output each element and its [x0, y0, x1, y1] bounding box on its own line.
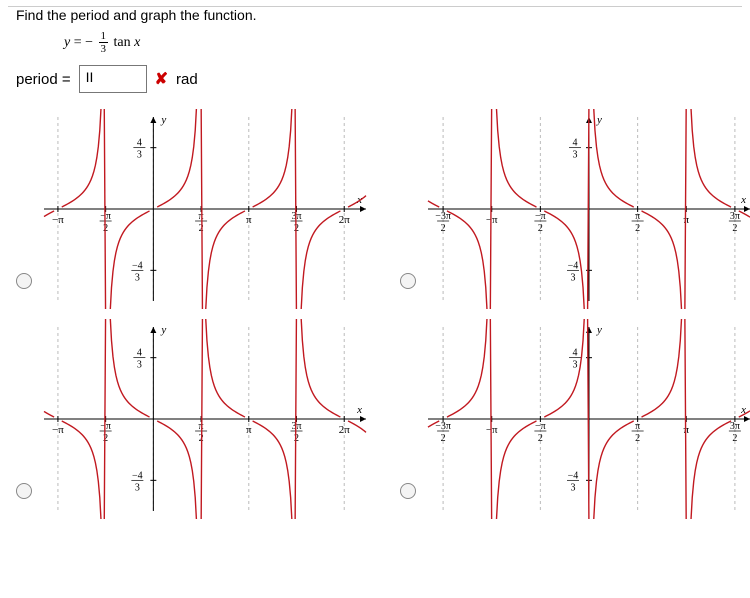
option-C[interactable]: y43−43x−π−π2π2π3π22π	[16, 319, 370, 519]
svg-text:−4: −4	[568, 260, 579, 271]
svg-text:−4: −4	[132, 470, 143, 481]
svg-text:3: 3	[137, 360, 142, 371]
svg-text:π: π	[635, 421, 640, 432]
svg-text:x: x	[740, 194, 746, 206]
option-D[interactable]: y43−43x−3π2−π−π2π2π3π2	[400, 319, 750, 519]
wrong-icon: ✘	[155, 69, 168, 89]
svg-text:2π: 2π	[339, 214, 351, 226]
svg-text:3: 3	[571, 482, 576, 493]
svg-text:y: y	[160, 114, 166, 126]
radio-icon[interactable]	[16, 483, 32, 499]
svg-text:−π: −π	[486, 214, 498, 226]
svg-text:−3π: −3π	[435, 421, 451, 432]
svg-text:2: 2	[635, 433, 640, 444]
radio-icon[interactable]	[400, 483, 416, 499]
svg-text:3: 3	[135, 482, 140, 493]
svg-text:−π: −π	[52, 424, 64, 436]
svg-text:−3π: −3π	[435, 211, 451, 222]
svg-text:y: y	[596, 114, 602, 126]
radio-icon[interactable]	[400, 273, 416, 289]
svg-text:2: 2	[441, 223, 446, 234]
svg-text:4: 4	[137, 138, 142, 149]
svg-text:x: x	[356, 404, 362, 416]
svg-text:3: 3	[571, 272, 576, 283]
svg-text:−4: −4	[132, 260, 143, 271]
option-B[interactable]: y43−43x−3π2−π−π2π2π3π2	[400, 109, 750, 309]
svg-text:y: y	[160, 324, 166, 336]
svg-text:2: 2	[732, 433, 737, 444]
svg-text:y: y	[596, 324, 602, 336]
svg-text:π: π	[246, 214, 252, 226]
svg-text:−π: −π	[100, 421, 111, 432]
svg-text:3π: 3π	[730, 211, 740, 222]
svg-text:−4: −4	[568, 470, 579, 481]
svg-text:−π: −π	[486, 424, 498, 436]
svg-text:4: 4	[573, 138, 578, 149]
svg-text:3π: 3π	[730, 421, 740, 432]
svg-text:2: 2	[732, 223, 737, 234]
svg-text:2: 2	[635, 223, 640, 234]
period-label: period =	[16, 71, 71, 88]
option-A[interactable]: y43−43x−π−π2π2π3π22π	[16, 109, 370, 309]
graph-options: y43−43x−π−π2π2π3π22π y43−43x−3π2−π−π2π2π…	[16, 103, 734, 525]
svg-text:3: 3	[573, 150, 578, 161]
unit-label: rad	[176, 71, 198, 88]
svg-text:2: 2	[294, 433, 299, 444]
svg-text:3π: 3π	[291, 421, 301, 432]
svg-text:−π: −π	[52, 214, 64, 226]
svg-text:π: π	[199, 211, 204, 222]
svg-text:π: π	[635, 211, 640, 222]
svg-text:2: 2	[538, 223, 543, 234]
svg-text:−π: −π	[535, 421, 546, 432]
question-text: Find the period and graph the function.	[16, 7, 734, 23]
svg-text:2: 2	[441, 433, 446, 444]
svg-text:4: 4	[137, 348, 142, 359]
svg-text:3: 3	[573, 360, 578, 371]
svg-text:2: 2	[199, 223, 204, 234]
radio-icon[interactable]	[16, 273, 32, 289]
svg-text:3: 3	[137, 150, 142, 161]
svg-text:π: π	[683, 214, 689, 226]
chart-D: y43−43x−3π2−π−π2π2π3π2	[424, 319, 750, 519]
svg-text:3: 3	[135, 272, 140, 283]
chart-C: y43−43x−π−π2π2π3π22π	[40, 319, 370, 519]
svg-text:−π: −π	[535, 211, 546, 222]
period-input[interactable]: II	[79, 65, 147, 93]
svg-text:π: π	[683, 424, 689, 436]
svg-text:2π: 2π	[339, 424, 351, 436]
svg-text:2: 2	[103, 433, 108, 444]
svg-text:2: 2	[538, 433, 543, 444]
svg-text:π: π	[246, 424, 252, 436]
chart-B: y43−43x−3π2−π−π2π2π3π2	[424, 109, 750, 309]
equation: y = − 13 tan x	[16, 23, 734, 61]
chart-A: y43−43x−π−π2π2π3π22π	[40, 109, 370, 309]
svg-text:4: 4	[573, 348, 578, 359]
